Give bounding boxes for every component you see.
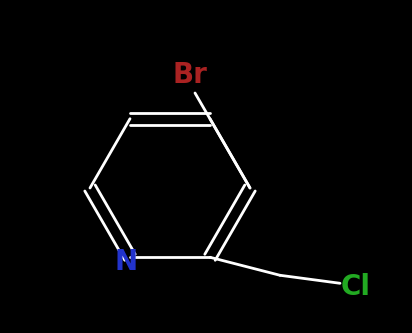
- Text: N: N: [115, 248, 138, 276]
- Text: Cl: Cl: [341, 273, 371, 301]
- Text: Br: Br: [173, 61, 207, 89]
